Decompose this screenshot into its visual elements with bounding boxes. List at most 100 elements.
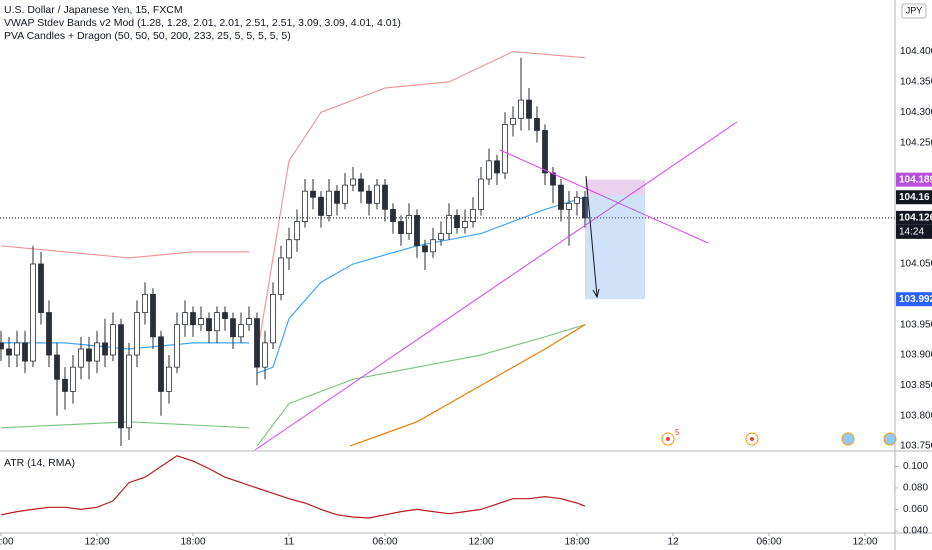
candle-body [294, 221, 300, 241]
candle-body [286, 239, 292, 259]
candle-body [318, 196, 324, 216]
x-tick-label: 06:00 [0, 537, 14, 548]
event-icon [666, 437, 670, 441]
y-tick-label: 104.400 [900, 46, 932, 57]
arrow [585, 175, 598, 297]
candle-body [326, 190, 332, 216]
candle-body [118, 324, 124, 429]
y-tick-label: 103.800 [900, 410, 932, 421]
candle-body [278, 257, 284, 295]
atr-pane [0, 455, 586, 519]
y-tick-label: 0.080 [903, 483, 928, 494]
price-label-box [896, 190, 932, 205]
indicator-legend: PVA Candles + Dragon (50, 50, 50, 200, 2… [4, 30, 291, 42]
candle-body [158, 336, 164, 392]
y-tick-label: 0.060 [903, 504, 928, 515]
y-tick-label: 104.250 [900, 137, 932, 148]
candle-body [78, 348, 84, 368]
candle-body [190, 312, 196, 326]
candle-body [430, 239, 436, 253]
x-tick-label: 18:00 [564, 537, 589, 548]
candle-body [350, 178, 356, 186]
candle-body [150, 293, 156, 338]
candle-body [54, 354, 60, 380]
candle-body [502, 124, 508, 174]
atr-title: ATR (14, RMA) [4, 457, 75, 469]
event-icon [750, 437, 754, 441]
y-tick-label: 0.040 [903, 526, 928, 537]
candle-body [126, 354, 132, 429]
candle-body [374, 184, 380, 204]
event-icon [883, 432, 897, 446]
price-label: 103.992 [899, 294, 932, 305]
candle-body [142, 293, 148, 313]
candle-body [94, 342, 100, 362]
x-tick-label: 12:00 [84, 537, 109, 548]
x-tick-label: 18:00 [180, 537, 205, 548]
y-tick-label: 103.950 [900, 319, 932, 330]
arrow-head [592, 288, 600, 299]
y-tick-label: 103.850 [900, 380, 932, 391]
candle-body [542, 130, 548, 174]
price-label-box [896, 210, 932, 225]
candle-body [230, 318, 236, 338]
candle-body [358, 178, 364, 192]
price-label-box [896, 292, 932, 307]
event-icon [841, 432, 855, 446]
symbol-title: U.S. Dollar / Japanese Yen, 15, FXCM [4, 4, 183, 16]
candle-body [422, 245, 428, 253]
price-label: 104.189 [899, 174, 932, 185]
y-tick-label: 103.750 [900, 441, 932, 452]
candle-body [302, 190, 308, 222]
candle-body [550, 172, 556, 186]
candle-body [110, 324, 116, 356]
price-pane [0, 50, 895, 447]
candle-body [510, 117, 516, 125]
currency: JPY [906, 5, 923, 15]
candle-body [518, 99, 524, 119]
candle-body [366, 190, 372, 204]
candle-body [30, 263, 36, 362]
overlay-line [0, 50, 586, 356]
target-zone [585, 195, 645, 300]
candle-body [86, 348, 92, 362]
candle-body [462, 221, 468, 228]
candle-body [526, 99, 532, 119]
candle-body [414, 215, 420, 247]
candle-body [566, 202, 572, 210]
candle-body [342, 184, 348, 204]
candle-body [446, 215, 452, 235]
candle-body [166, 366, 172, 392]
overlay-line [349, 324, 586, 447]
candle-body [334, 190, 340, 204]
countdown-box [896, 224, 932, 239]
y-tick-label: 104.050 [900, 259, 932, 270]
candle-body [6, 348, 12, 356]
candle-body [254, 318, 260, 368]
candle-body [0, 342, 4, 350]
x-tick-label: 12:00 [852, 537, 877, 548]
candle-body [238, 324, 244, 338]
x-tick-label: 12 [667, 537, 679, 548]
candle-body [478, 178, 484, 210]
axes: 104.400 104.350 104.300 104.250 104.050 103.9… [0, 46, 932, 548]
candle-body [102, 342, 108, 356]
event-badge: 5 [675, 428, 680, 437]
x-tick-label: 06:00 [756, 537, 781, 548]
price-label: 104.126 [899, 213, 932, 224]
price-label-box [896, 172, 932, 187]
candle-body [62, 378, 68, 392]
x-tick-label: 11 [284, 537, 295, 548]
y-tick-label: 104.350 [900, 77, 932, 88]
candle-body [70, 366, 76, 392]
candle-body [38, 263, 44, 313]
currency-box [901, 3, 927, 19]
candle-body [222, 312, 228, 320]
trend-line [499, 149, 709, 244]
candle-body [390, 208, 396, 222]
y-tick-label: 0.100 [903, 461, 928, 472]
candle-body [46, 312, 52, 356]
candle-body [454, 215, 460, 228]
countdown: 14:24 [899, 227, 924, 238]
